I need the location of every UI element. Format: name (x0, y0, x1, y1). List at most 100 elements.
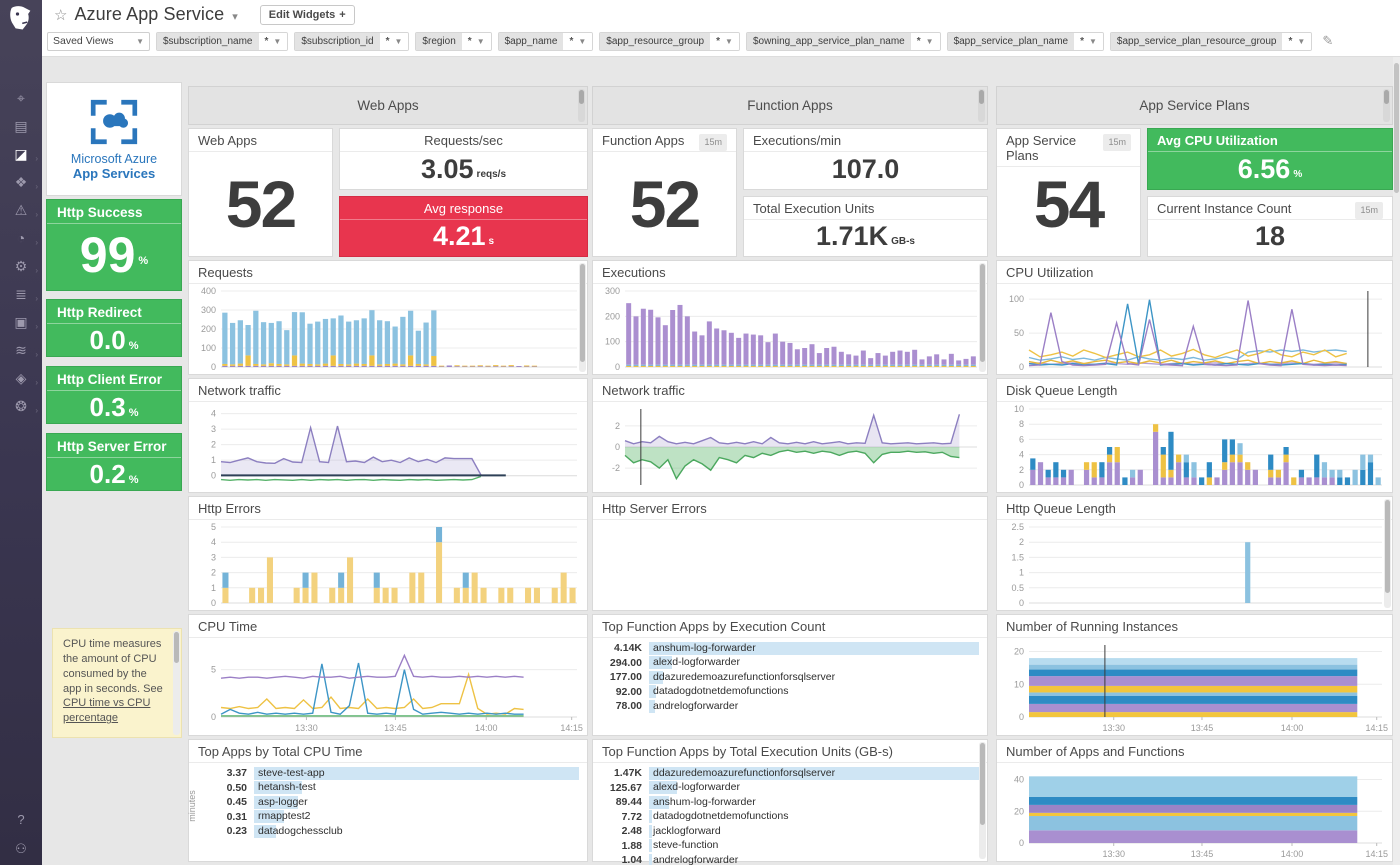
variable-value[interactable]: * ▼ (258, 32, 288, 50)
variable-value[interactable]: * ▼ (563, 32, 593, 50)
logs-icon[interactable]: ≋ › (15, 342, 38, 359)
infrastructure-icon[interactable]: ❖ › (14, 174, 38, 191)
widget-scrollbar[interactable] (579, 263, 586, 372)
toplist-row[interactable]: 177.00 ddazuredemoazurefunctionforsqlserv… (609, 670, 836, 684)
variable-value[interactable]: * ▼ (910, 32, 940, 50)
http-client-error-widget[interactable]: Http Client Error 0.3% (46, 366, 182, 424)
template-variable[interactable]: $app_resource_group * ▼ (599, 31, 740, 51)
cpu-time-chart[interactable]: 0 5 13:30 13:45 14:00 14:15 (189, 638, 587, 735)
notebooks-icon[interactable]: ▣ › (14, 314, 38, 331)
total-execution-units-widget[interactable]: Total Execution Units 1.71K GB-s (743, 195, 988, 257)
watchdog-icon[interactable]: ⌖ (17, 90, 25, 106)
cpu-utilization-chart[interactable]: 0 50 100 (997, 284, 1392, 374)
template-variable[interactable]: $app_name * ▼ (497, 31, 594, 51)
running-instances-widget[interactable]: Number of Running Instances 0 10 20 13:30 13… (996, 614, 1393, 736)
toplist-row[interactable]: 1.88 steve-function (621, 839, 719, 853)
edit-widgets-button[interactable]: Edit Widgets + (259, 4, 355, 25)
requests-chart[interactable]: 0 100 200 300 400 (189, 284, 587, 374)
apm-icon[interactable]: ≣ › (15, 286, 38, 303)
org-settings-icon[interactable]: ⚇ (15, 841, 27, 856)
group-scrollbar[interactable] (978, 89, 985, 122)
group-header-app-service-plans[interactable]: App Service Plans (996, 86, 1393, 125)
title-chevron-down-icon[interactable]: ▾ (232, 10, 238, 23)
metrics-explorer-icon[interactable]: ▤ (14, 118, 28, 134)
http-errors-chart[interactable]: 0 1 2 3 4 5 (189, 520, 587, 610)
favorite-star-icon[interactable]: ☆ (54, 6, 68, 24)
top-function-apps-exec-count-widget[interactable]: Top Function Apps by Execution Count 4.1… (592, 614, 988, 736)
network-traffic-chart[interactable]: 0 1 2 3 4 (189, 402, 587, 492)
toplist-row[interactable]: 1.04 andrelogforwarder (621, 853, 739, 865)
network-traffic-chart[interactable]: -2 0 2 (593, 402, 987, 492)
executions-per-min-widget[interactable]: Executions/min 107.0 (743, 128, 988, 190)
variable-value[interactable]: * ▼ (1074, 32, 1103, 50)
template-variable[interactable]: $region * ▼ (415, 31, 492, 51)
dashboards-icon[interactable]: ◪ › (14, 146, 38, 163)
toplist-row[interactable]: 0.31 rmapptest2 (226, 810, 311, 824)
avg-cpu-utilization-widget[interactable]: Avg CPU Utilization 6.56% (1147, 128, 1393, 190)
http-server-errors-chart[interactable] (593, 520, 987, 610)
template-variable[interactable]: $subscription_name * ▼ (156, 31, 289, 51)
note-scrollbar[interactable] (173, 631, 180, 735)
exec-units-toplist[interactable]: 1.47K ddazuredemoazurefunctionforsqlserve… (593, 763, 987, 865)
function-apps-count-widget[interactable]: 15m Function Apps 52 (592, 128, 737, 257)
running-instances-chart[interactable]: 0 10 20 13:30 13:45 14:00 14:15 (997, 638, 1392, 735)
help-icon[interactable]: ? (17, 812, 25, 827)
toplist-row[interactable]: 0.50 hetansh-test (226, 781, 316, 795)
toplist-row[interactable]: 92.00 datadogdotnetdemofunctions (615, 685, 789, 699)
widget-scrollbar[interactable] (979, 263, 986, 372)
avg-response-widget[interactable]: Avg response 4.21 s (339, 195, 588, 257)
disk-queue-length-widget[interactable]: Disk Queue Length 0 2 4 6 8 10 (996, 378, 1393, 493)
toplist-row[interactable]: 89.44 anshum-log-forwarder (615, 795, 756, 809)
http-errors-widget[interactable]: Http Errors 0 1 2 3 4 5 (188, 496, 588, 611)
template-variable[interactable]: $app_service_plan_name * ▼ (946, 31, 1104, 51)
metrics-icon[interactable]: ◔ › (16, 230, 38, 247)
http-success-widget[interactable]: Http Success 99% (46, 199, 182, 291)
web-network-traffic-widget[interactable]: Network traffic 0 1 2 3 4 (188, 378, 588, 493)
cpu-time-vs-percentage-link[interactable]: CPU time vs CPU percentage (63, 697, 151, 725)
disk-queue-chart[interactable]: 0 2 4 6 8 10 (997, 402, 1392, 492)
exec-count-toplist[interactable]: 4.14K anshum-log-forwarder 294.00 alexd-log… (593, 638, 987, 735)
apps-functions-chart[interactable]: 0 20 40 13:30 13:45 14:00 14:15 (997, 763, 1392, 861)
toplist-row[interactable]: 125.67 alexd-logforwarder (609, 781, 740, 795)
page-scrollbar[interactable] (1393, 57, 1400, 865)
toplist-row[interactable]: 0.45 asp-logger (226, 795, 308, 809)
group-header-web-apps[interactable]: Web Apps (188, 86, 588, 125)
azure-logo-widget[interactable]: Microsoft Azure App Services (46, 82, 182, 196)
top-apps-cpu-time-widget[interactable]: Top Apps by Total CPU Time minutes 3.37 st… (187, 739, 588, 862)
apps-and-functions-widget[interactable]: Number of Apps and Functions 0 20 40 13:30 1… (996, 739, 1393, 862)
group-scrollbar[interactable] (1383, 89, 1390, 122)
toplist-row[interactable]: 294.00 alexd-logforwarder (609, 656, 740, 670)
toplist-row[interactable]: 7.72 datadogdotnetdemofunctions (621, 810, 789, 824)
requests-per-sec-widget[interactable]: Requests/sec 3.05 reqs/s (339, 128, 588, 190)
top-apps-toplist[interactable]: minutes 3.37 steve-test-app 0.50 hetansh-tes… (187, 763, 587, 861)
template-variable[interactable]: $app_service_plan_resource_group * ▼ (1109, 31, 1313, 51)
current-instance-count-widget[interactable]: 15m Current Instance Count 18 (1147, 195, 1393, 257)
security-icon[interactable]: ◈ › (15, 370, 38, 387)
toplist-row[interactable]: 1.47K ddazuredemoazurefunctionforsqlserve… (595, 766, 979, 781)
toplist-row[interactable]: 3.37 steve-test-app (200, 766, 579, 781)
http-redirect-widget[interactable]: Http Redirect 0.0% (46, 299, 182, 357)
toplist-row[interactable]: 2.48 jacklogforward (621, 824, 721, 838)
widget-scrollbar[interactable] (1384, 499, 1391, 608)
variable-value[interactable]: * ▼ (710, 32, 739, 50)
cpu-time-widget[interactable]: CPU Time 0 5 13:30 13:45 14:00 14:15 (188, 614, 588, 736)
toplist-row[interactable]: 0.23 datadogchessclub (226, 824, 343, 838)
datadog-logo-icon[interactable] (4, 2, 38, 36)
cpu-utilization-widget[interactable]: CPU Utilization 0 50 100 (996, 260, 1393, 375)
executions-chart[interactable]: 0 100 200 300 (593, 284, 987, 374)
top-function-apps-exec-units-widget[interactable]: Top Function Apps by Total Execution Uni… (592, 739, 988, 865)
web-apps-count-widget[interactable]: Web Apps 52 (188, 128, 333, 257)
app-service-plans-count-widget[interactable]: 15m App Service Plans 54 (996, 128, 1141, 257)
widget-scrollbar[interactable] (979, 742, 986, 859)
variable-value[interactable]: * ▼ (379, 32, 409, 50)
http-queue-length-widget[interactable]: Http Queue Length 0 0.5 1 1.5 2 2.5 (996, 496, 1393, 611)
requests-chart-widget[interactable]: Requests 0 100 200 300 400 (188, 260, 588, 375)
saved-views-select[interactable]: Saved Views ▼ (47, 31, 150, 51)
synthetics-icon[interactable]: ❂ › (15, 398, 38, 415)
toplist-row[interactable]: 78.00 andrelogforwarder (615, 699, 739, 713)
http-queue-chart[interactable]: 0 0.5 1 1.5 2 2.5 (997, 520, 1392, 610)
executions-chart-widget[interactable]: Executions 0 100 200 300 (592, 260, 988, 375)
integrations-icon[interactable]: ⚙ › (14, 258, 38, 275)
http-server-errors-widget[interactable]: Http Server Errors (592, 496, 988, 611)
group-header-function-apps[interactable]: Function Apps (592, 86, 988, 125)
